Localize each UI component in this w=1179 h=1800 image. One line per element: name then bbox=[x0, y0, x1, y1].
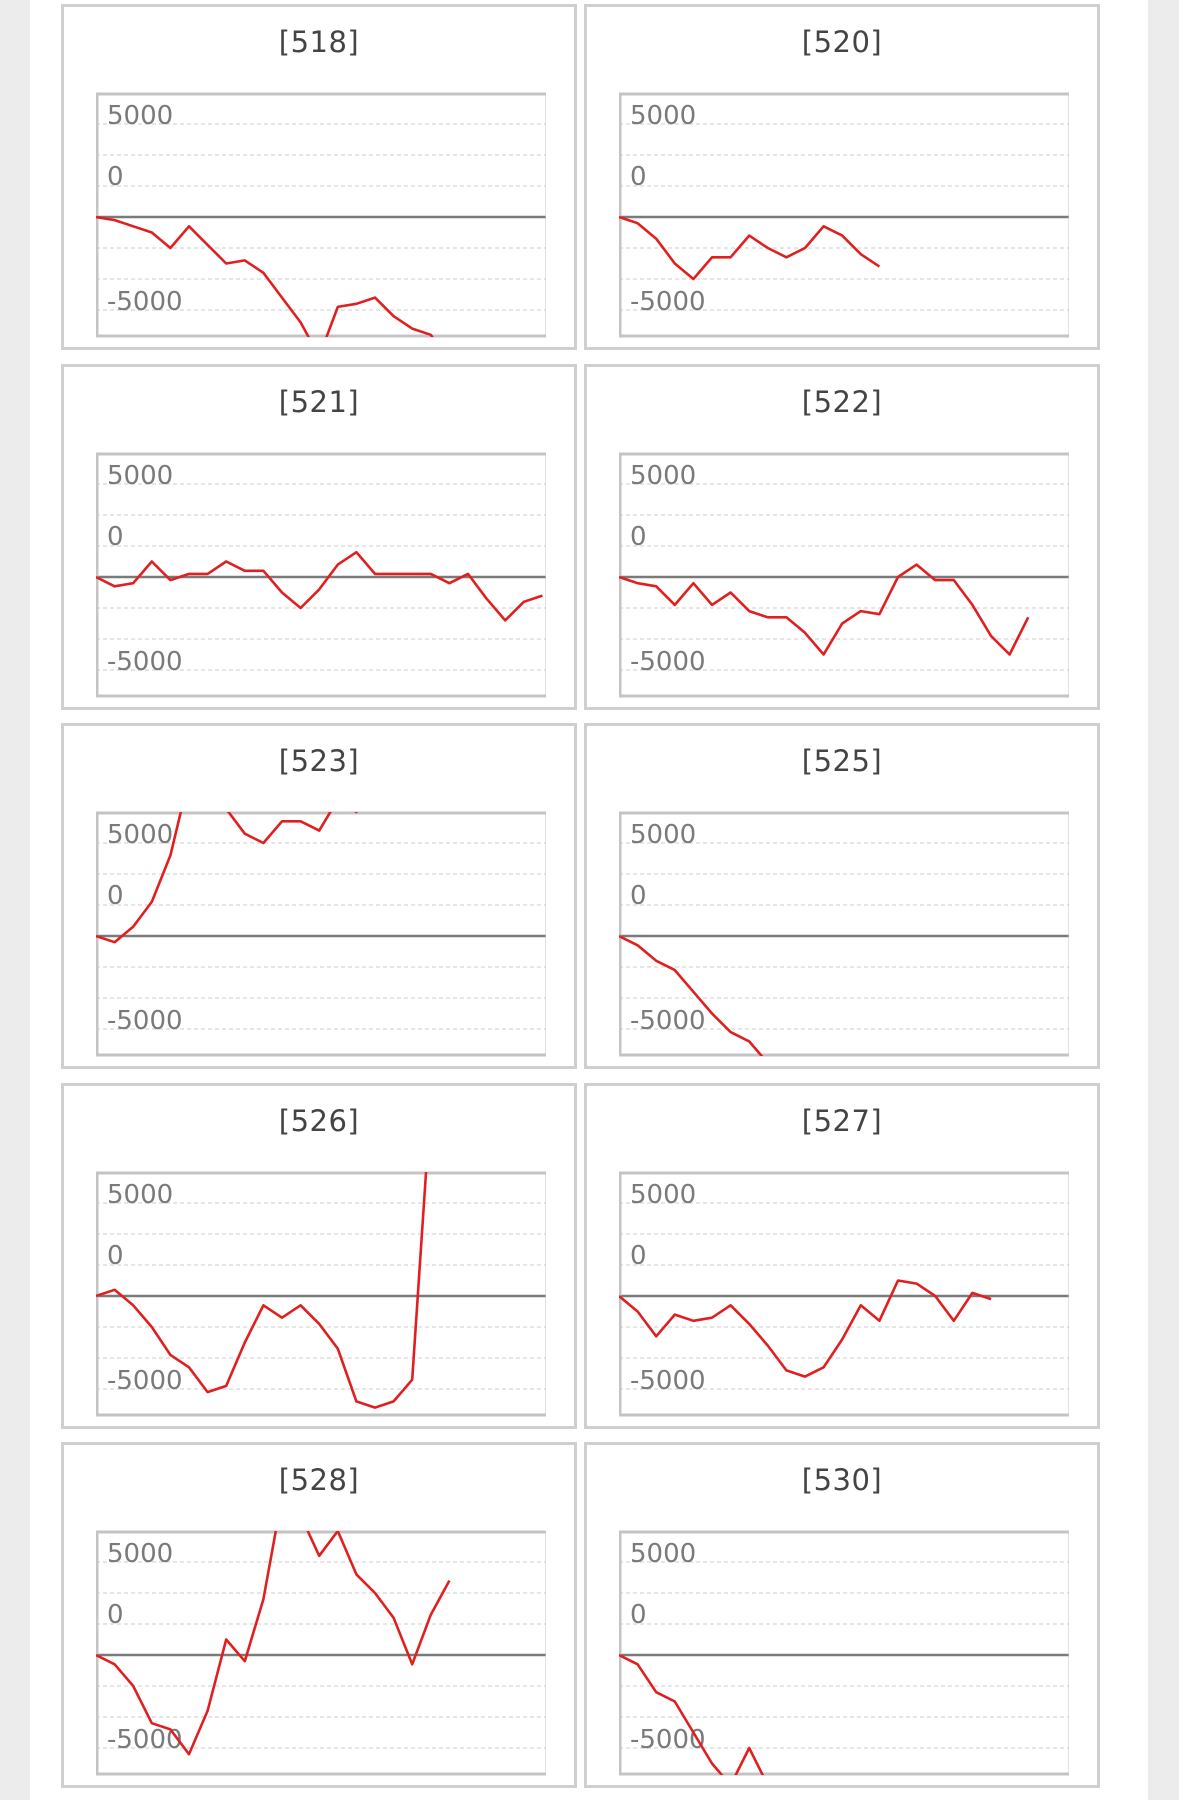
y-tick-label: 5000 bbox=[107, 1539, 173, 1569]
y-tick-label: -5000 bbox=[107, 1366, 183, 1396]
y-tick-label: -5000 bbox=[630, 1006, 706, 1036]
chart-title: [525] bbox=[801, 744, 883, 778]
series-line bbox=[619, 934, 764, 1056]
line-chart: 5000 0 -5000 bbox=[96, 452, 546, 698]
y-tick-label: 0 bbox=[630, 162, 647, 192]
chart-panel: [520] 5000 0 -5000 bbox=[584, 4, 1100, 350]
y-tick-label: -5000 bbox=[630, 287, 706, 317]
series-line bbox=[619, 1653, 765, 1775]
plot-frame bbox=[96, 811, 546, 1057]
y-tick-label: 5000 bbox=[107, 1180, 173, 1210]
chart-title: [528] bbox=[278, 1463, 360, 1497]
chart-panel: [521] 5000 0 -5000 bbox=[61, 364, 577, 710]
line-chart: 5000 0 -5000 bbox=[96, 1171, 546, 1417]
y-tick-label: 0 bbox=[630, 522, 647, 552]
chart-title: [518] bbox=[278, 25, 360, 59]
chart-panel: [523] 5000 0 -5000 bbox=[61, 723, 577, 1069]
plot-frame bbox=[96, 1171, 546, 1417]
line-chart: 5000 0 -5000 bbox=[96, 92, 546, 338]
y-tick-label: -5000 bbox=[630, 1366, 706, 1396]
y-tick-label: 0 bbox=[630, 881, 647, 911]
chart-title: [527] bbox=[801, 1104, 883, 1138]
y-tick-label: 5000 bbox=[630, 820, 696, 850]
chart-title: [520] bbox=[801, 25, 883, 59]
chart-panel: [522] 5000 0 -5000 bbox=[584, 364, 1100, 710]
y-tick-label: 0 bbox=[630, 1600, 647, 1630]
y-tick-label: 0 bbox=[107, 522, 124, 552]
y-tick-label: 0 bbox=[107, 881, 124, 911]
y-tick-label: 5000 bbox=[630, 1180, 696, 1210]
series-line bbox=[619, 563, 1030, 656]
chart-title: [523] bbox=[278, 744, 360, 778]
y-tick-label: 0 bbox=[107, 162, 124, 192]
chart-panel: [526] 5000 0 -5000 bbox=[61, 1083, 577, 1429]
plot-frame bbox=[96, 452, 546, 698]
plot-frame bbox=[96, 1530, 546, 1776]
line-chart: 5000 0 -5000 bbox=[619, 1171, 1069, 1417]
plot-frame bbox=[619, 1171, 1069, 1417]
y-tick-label: -5000 bbox=[630, 647, 706, 677]
chart-panel: [525] 5000 0 -5000 bbox=[584, 723, 1100, 1069]
plot-frame bbox=[619, 452, 1069, 698]
y-tick-label: 5000 bbox=[630, 101, 696, 131]
chart-title: [526] bbox=[278, 1104, 360, 1138]
chart-title: [522] bbox=[801, 385, 883, 419]
line-chart: 5000 0 -5000 bbox=[96, 811, 546, 1057]
y-tick-label: 5000 bbox=[107, 820, 173, 850]
chart-title: [530] bbox=[801, 1463, 883, 1497]
line-chart: 5000 0 -5000 bbox=[619, 1530, 1069, 1776]
line-chart: 5000 0 -5000 bbox=[619, 452, 1069, 698]
y-tick-label: -5000 bbox=[107, 647, 183, 677]
y-tick-label: 5000 bbox=[630, 461, 696, 491]
series-line bbox=[96, 1172, 428, 1409]
chart-panel: [527] 5000 0 -5000 bbox=[584, 1083, 1100, 1429]
plot-frame bbox=[96, 92, 546, 338]
y-tick-label: 0 bbox=[107, 1600, 124, 1630]
series-line bbox=[619, 1279, 992, 1378]
line-chart: 5000 0 -5000 bbox=[619, 811, 1069, 1057]
series-line bbox=[619, 215, 881, 281]
y-tick-label: 0 bbox=[630, 1241, 647, 1271]
series-line bbox=[96, 215, 434, 337]
y-tick-label: -5000 bbox=[107, 287, 183, 317]
y-tick-label: 5000 bbox=[107, 101, 173, 131]
y-tick-label: -5000 bbox=[630, 1725, 706, 1755]
chart-panel: [518] 5000 0 -5000 bbox=[61, 4, 577, 350]
chart-panel: [528] 5000 0 -5000 bbox=[61, 1442, 577, 1788]
y-tick-label: 5000 bbox=[107, 461, 173, 491]
chart-title: [521] bbox=[278, 385, 360, 419]
series-line bbox=[96, 550, 543, 622]
chart-panel: [530] 5000 0 -5000 bbox=[584, 1442, 1100, 1788]
plot-frame bbox=[619, 811, 1069, 1057]
plot-frame bbox=[619, 1530, 1069, 1776]
series-line bbox=[96, 812, 359, 944]
y-tick-label: 0 bbox=[107, 1241, 124, 1271]
plot-frame bbox=[619, 92, 1069, 338]
y-tick-label: 5000 bbox=[630, 1539, 696, 1569]
line-chart: 5000 0 -5000 bbox=[619, 92, 1069, 338]
y-tick-label: -5000 bbox=[107, 1006, 183, 1036]
series-line bbox=[96, 1531, 451, 1756]
